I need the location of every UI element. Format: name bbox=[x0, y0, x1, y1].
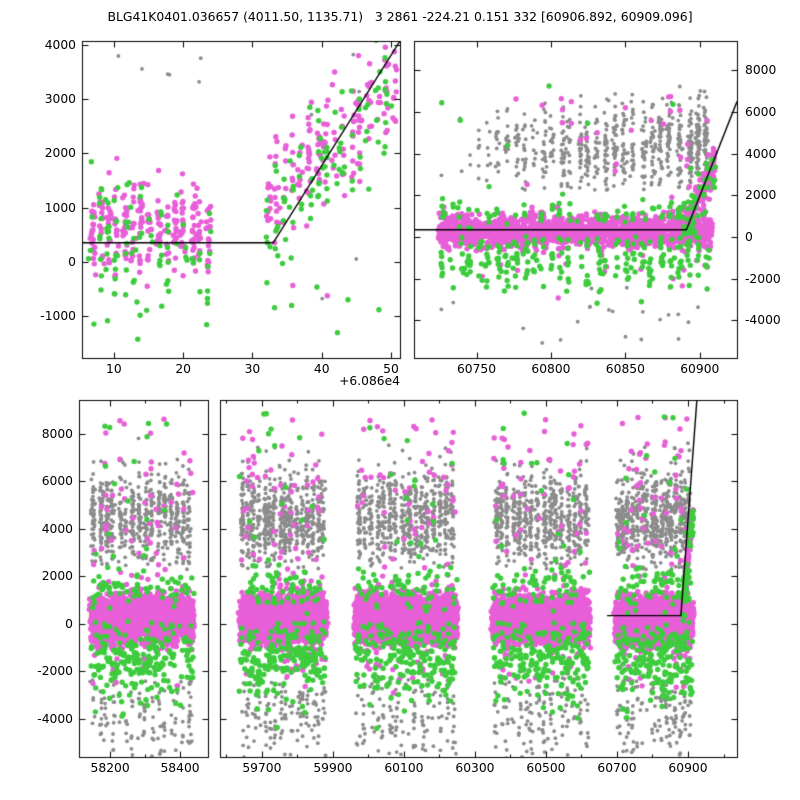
figure: BLG41K0401.036657 (4011.50, 1135.71) 3 2… bbox=[0, 0, 800, 800]
scatter-canvas bbox=[0, 0, 800, 800]
